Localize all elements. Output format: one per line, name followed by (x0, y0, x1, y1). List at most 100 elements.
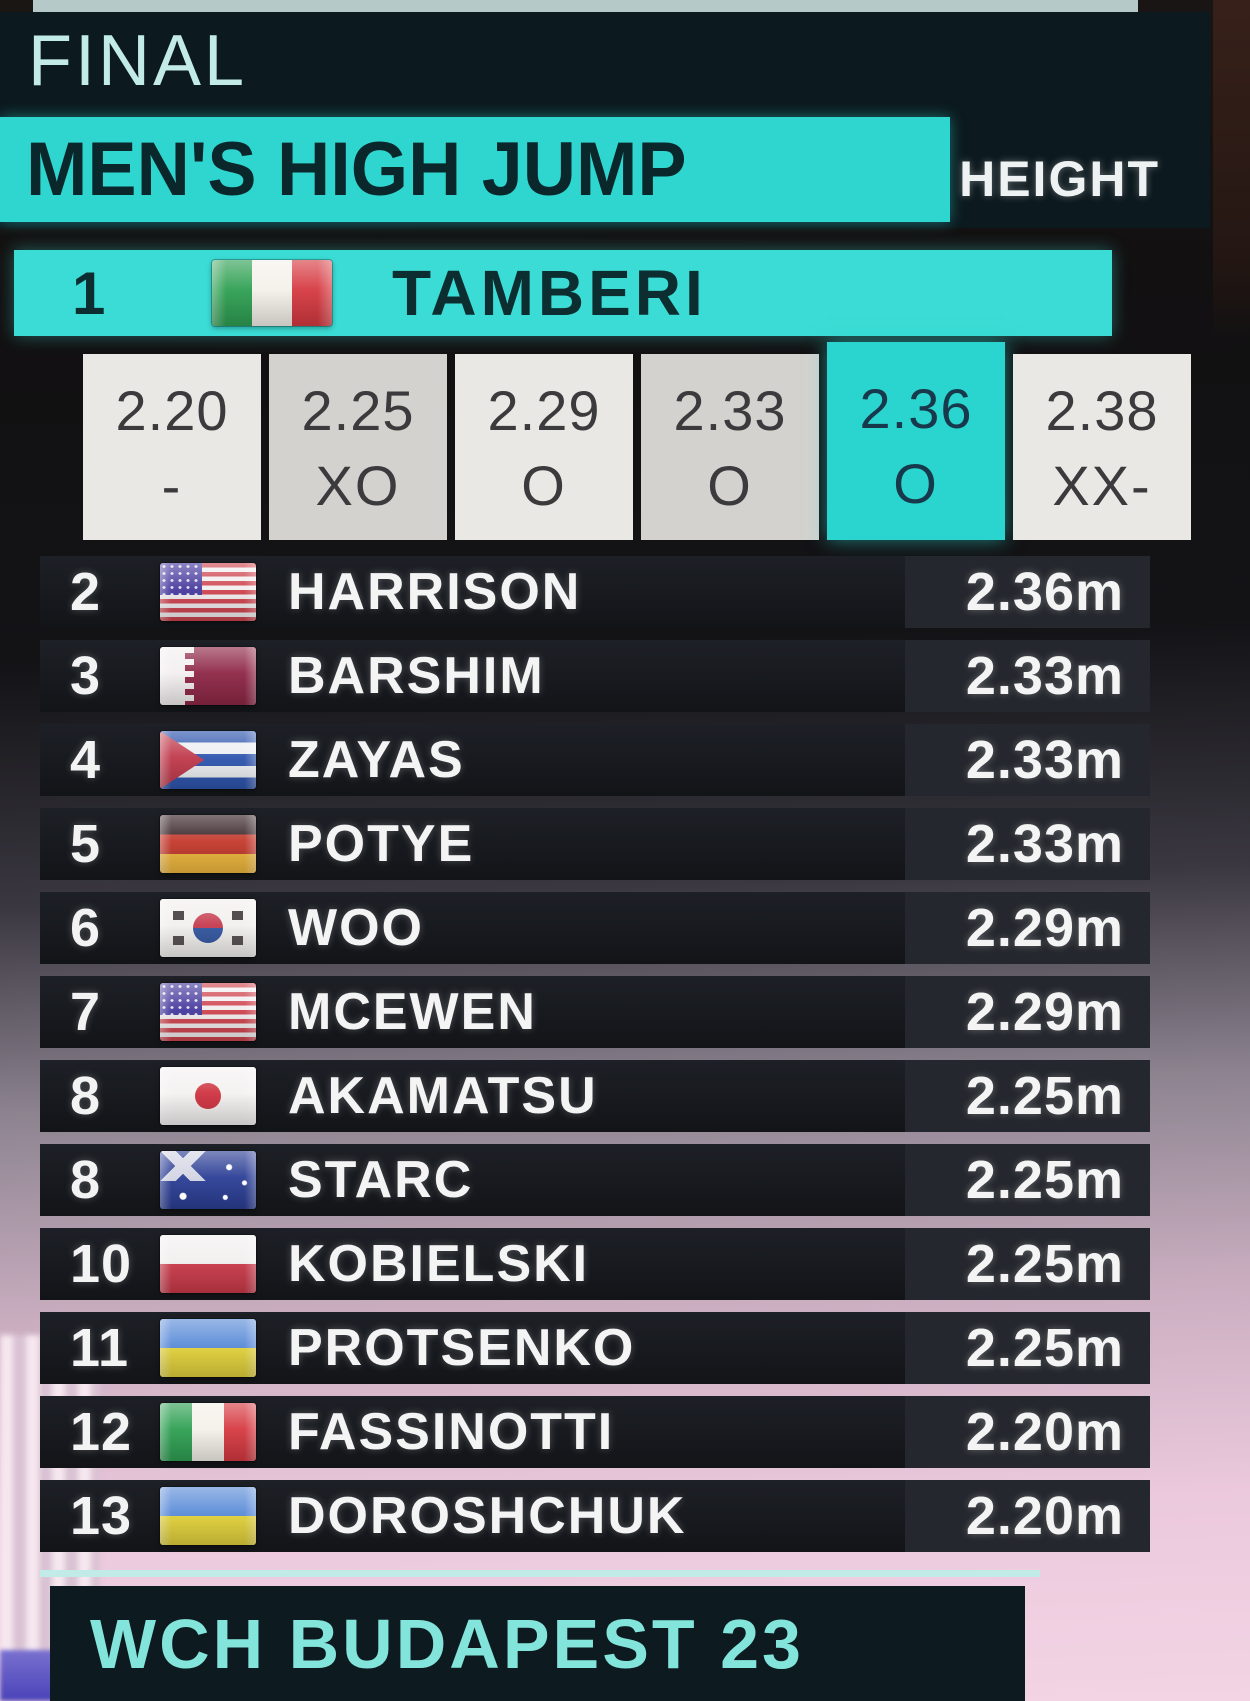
result-height: 2.25m (965, 1150, 1124, 1210)
attempt-cell-winning: 2.36 O (827, 342, 1005, 540)
result-height: 2.33m (965, 646, 1124, 706)
result-row: 6 WOO 2.29m (40, 892, 1150, 964)
flag-poland-icon (160, 1235, 256, 1293)
flag-gloss (160, 1319, 256, 1377)
rank-value: 12 (70, 1402, 133, 1462)
rank-value: 6 (70, 898, 102, 958)
leader-name: TAMBERI (392, 257, 707, 329)
result-row: 5 POTYE 2.33m (40, 808, 1150, 880)
result-row: 11 PROTSENKO 2.25m (40, 1312, 1150, 1384)
result-height: 2.25m (965, 1234, 1124, 1294)
athlete-name: AKAMATSU (288, 1067, 598, 1125)
rank-value: 10 (70, 1234, 133, 1294)
athlete-name: STARC (288, 1151, 474, 1209)
flag-australia-icon (160, 1151, 256, 1209)
result-height: 2.33m (965, 814, 1124, 874)
result-height: 2.20m (965, 1402, 1124, 1462)
height-column-label: HEIGHT (959, 151, 1160, 207)
flag-gloss (160, 1403, 256, 1461)
flag-ukraine-icon (160, 1487, 256, 1545)
footer-banner: WCH BUDAPEST 23 (50, 1586, 1025, 1701)
athlete-name: FASSINOTTI (288, 1403, 615, 1461)
leader-row: 1 TAMBERI (14, 250, 1112, 336)
flag-gloss (160, 1235, 256, 1293)
result-row: 3 BARSHIM 2.33m (40, 640, 1150, 712)
flag-japan-icon (160, 1067, 256, 1125)
result-box: 2.29m (905, 892, 1150, 964)
event-title: MEN'S HIGH JUMP (26, 127, 687, 212)
attempt-height: 2.25 (301, 379, 415, 442)
athlete-name: PROTSENKO (288, 1319, 636, 1377)
flag-gloss (212, 260, 332, 326)
result-box: 2.36m (905, 556, 1150, 628)
attempt-marks: - (161, 454, 183, 517)
result-row: 8 STARC 2.25m (40, 1144, 1150, 1216)
flag-south-korea-icon (160, 899, 256, 957)
flag-italy-icon (212, 260, 332, 326)
attempt-marks: O (707, 454, 753, 517)
flag-ukraine-icon (160, 1319, 256, 1377)
attempts-strip: 2.20 - 2.25 XO 2.29 O 2.33 O 2.36 O 2.38… (83, 342, 1191, 540)
result-box: 2.25m (905, 1060, 1150, 1132)
screen-top-strip (33, 0, 1138, 12)
attempt-cell: 2.25 XO (269, 354, 447, 540)
result-box: 2.33m (905, 640, 1150, 712)
rank-value: 13 (70, 1486, 133, 1546)
result-height: 2.33m (965, 730, 1124, 790)
flag-gloss (160, 647, 256, 705)
flag-gloss (160, 1487, 256, 1545)
result-row: 13 DOROSHCHUK 2.20m (40, 1480, 1150, 1552)
athlete-name: HARRISON (288, 563, 582, 621)
flag-italy-icon (160, 1403, 256, 1461)
rank-value: 2 (70, 562, 102, 622)
result-height: 2.25m (965, 1066, 1124, 1126)
attempt-height: 2.33 (673, 379, 787, 442)
rank-value: 5 (70, 814, 102, 874)
rank-value: 4 (70, 730, 102, 790)
flag-gloss (160, 731, 256, 789)
attempt-cell: 2.20 - (83, 354, 261, 540)
result-height: 2.20m (965, 1486, 1124, 1546)
attempt-marks: XO (315, 454, 401, 517)
attempt-marks: XX- (1052, 454, 1152, 517)
attempt-marks: O (893, 452, 939, 515)
attempt-height: 2.36 (859, 377, 973, 440)
result-box: 2.29m (905, 976, 1150, 1048)
event-title-box: MEN'S HIGH JUMP (0, 117, 950, 222)
athlete-name: ZAYAS (288, 731, 465, 789)
flag-gloss (160, 1151, 256, 1209)
result-box: 2.25m (905, 1228, 1150, 1300)
result-box: 2.20m (905, 1480, 1150, 1552)
flag-gloss (160, 1067, 256, 1125)
round-label: FINAL (28, 21, 248, 101)
flag-united-states-icon (160, 983, 256, 1041)
rank-value: 7 (70, 982, 102, 1042)
result-height: 2.36m (965, 562, 1124, 622)
attempt-cell: 2.33 O (641, 354, 819, 540)
result-row: 4 ZAYAS 2.33m (40, 724, 1150, 796)
result-box: 2.33m (905, 724, 1150, 796)
flag-gloss (160, 899, 256, 957)
attempt-marks: O (521, 454, 567, 517)
flag-cuba-icon (160, 731, 256, 789)
result-height: 2.25m (965, 1318, 1124, 1378)
flag-gloss (160, 983, 256, 1041)
athlete-name: POTYE (288, 815, 475, 873)
flag-gloss (160, 815, 256, 873)
result-row: 10 KOBIELSKI 2.25m (40, 1228, 1150, 1300)
athlete-name: DOROSHCHUK (288, 1487, 687, 1545)
footer-separator-line (40, 1570, 1040, 1577)
rank-value: 11 (70, 1318, 130, 1378)
leader-rank: 1 (72, 259, 106, 327)
attempt-height: 2.38 (1045, 379, 1159, 442)
flag-united-states-icon (160, 563, 256, 621)
result-row: 8 AKAMATSU 2.25m (40, 1060, 1150, 1132)
attempt-height: 2.29 (487, 379, 601, 442)
result-box: 2.33m (905, 808, 1150, 880)
athlete-name: BARSHIM (288, 647, 545, 705)
event-branding: WCH BUDAPEST 23 (90, 1605, 804, 1683)
athlete-name: KOBIELSKI (288, 1235, 590, 1293)
results-list: 2 HARRISON 2.36m 3 BARSHIM 2.33m 4 ZAYAS… (40, 556, 1150, 1564)
athlete-name: WOO (288, 899, 424, 957)
